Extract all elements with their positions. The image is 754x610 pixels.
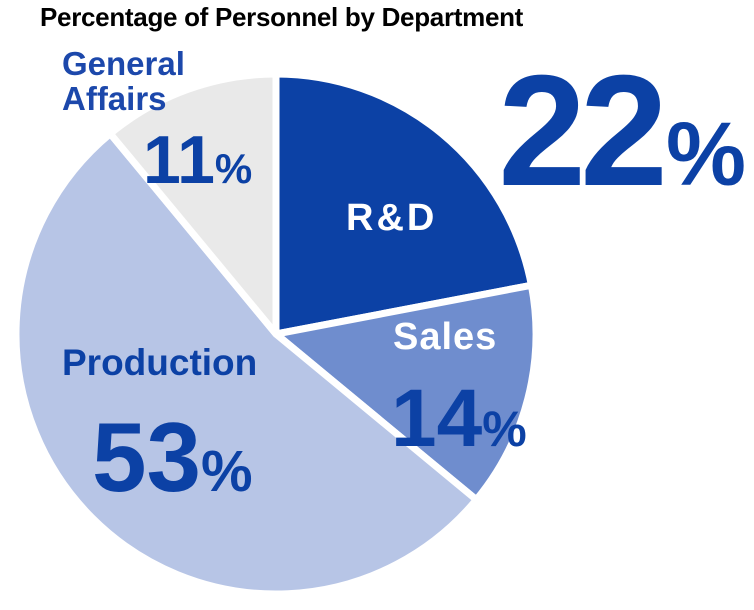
- segment-label-production: Production: [62, 342, 258, 383]
- segment-value-rd: 22%: [498, 36, 746, 210]
- segment-value-general-affairs: 11%: [143, 110, 252, 194]
- segment-value-sales: 14%: [391, 362, 527, 460]
- value-number: 14: [391, 373, 483, 464]
- chart-title: Percentage of Personnel by Department: [40, 2, 524, 32]
- value-number: 22: [498, 43, 668, 219]
- value-unit: %: [482, 401, 527, 457]
- value-unit: %: [665, 105, 746, 205]
- pie-slice-production: [12, 130, 480, 598]
- value-number: 11: [143, 122, 215, 198]
- segment-value-production: 53%: [92, 392, 253, 506]
- segment-label-rd: R&D: [346, 197, 438, 239]
- pie-slice-r-d: [272, 70, 535, 338]
- segment-label-sales: Sales: [393, 316, 498, 358]
- pie-slice-sales: [272, 281, 540, 504]
- segment-label-general-affairs: General Affairs: [62, 45, 185, 118]
- pie-slice-general-affairs: [106, 70, 280, 338]
- value-unit: %: [214, 145, 253, 192]
- value-number: 53: [92, 402, 202, 512]
- value-unit: %: [201, 439, 253, 504]
